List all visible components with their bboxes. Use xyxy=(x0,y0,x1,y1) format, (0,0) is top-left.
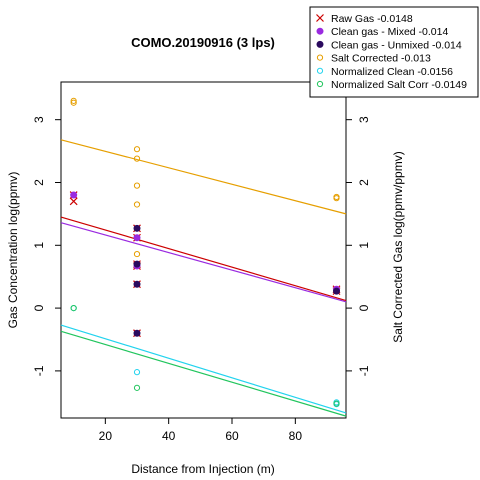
legend-label: Raw Gas -0.0148 xyxy=(331,13,413,25)
y-axis-right-label: Salt Corrected Gas log(ppmv/ppmv) xyxy=(391,151,405,342)
data-point-clean-gas-unmixed-0-014 xyxy=(133,224,141,232)
data-point-clean-gas-mixed-0-014 xyxy=(133,234,141,242)
data-point-salt-corrected-0-013 xyxy=(70,97,77,104)
legend-marker-clean-gas-mixed-0-014 xyxy=(316,27,324,35)
y-axis-left-label: Gas Concentration log(ppmv) xyxy=(6,172,20,329)
data-point-salt-corrected-0-013 xyxy=(70,99,77,106)
fit-line-normalized-clean-0-0156 xyxy=(60,324,347,414)
legend-marker-normalized-salt-corr-0-0149 xyxy=(316,80,324,88)
data-point-salt-corrected-0-013 xyxy=(133,155,141,162)
data-point-raw-gas-0-0148 xyxy=(69,197,78,206)
x-tick-label: 80 xyxy=(289,429,303,443)
y-left-tick-label: 2 xyxy=(32,179,46,186)
x-axis: 20 40 60 80 xyxy=(99,418,303,443)
legend-marker-clean-gas-unmixed-0-014 xyxy=(316,40,324,48)
legend-label: Salt Corrected -0.013 xyxy=(331,53,431,65)
legend-label: Clean gas - Unmixed -0.014 xyxy=(331,39,462,51)
data-points xyxy=(69,97,341,408)
y-right-tick-label: 2 xyxy=(357,179,371,186)
fit-line-clean-gas-mixed-0-014 xyxy=(60,222,347,303)
data-point-clean-gas-mixed-0-014 xyxy=(70,191,78,199)
y-left-tick-label: 0 xyxy=(32,304,46,311)
x-tick-label: 40 xyxy=(162,429,176,443)
data-point-salt-corrected-0-013 xyxy=(333,195,340,202)
legend-marker-normalized-clean-0-0156 xyxy=(316,67,324,74)
y-right-tick-label: 0 xyxy=(357,304,371,311)
y-left-tick-label: 3 xyxy=(32,116,46,123)
legend-marker-salt-corrected-0-013 xyxy=(316,54,324,61)
data-point-salt-corrected-0-013 xyxy=(133,250,141,258)
data-point-clean-gas-unmixed-0-014 xyxy=(133,260,141,268)
data-point-clean-gas-unmixed-0-014 xyxy=(133,329,141,337)
y-left-tick-label: -1 xyxy=(32,365,46,376)
fit-line-salt-corrected-0-013 xyxy=(60,139,347,215)
fit-line-normalized-salt-corr-0-0149 xyxy=(60,330,347,417)
data-point-clean-gas-unmixed-0-014 xyxy=(333,287,340,295)
legend-label: Normalized Salt Corr -0.0149 xyxy=(331,79,467,91)
fit-lines xyxy=(60,139,347,417)
y-right-tick-label: 3 xyxy=(357,116,371,123)
data-point-normalized-salt-corr-0-0149 xyxy=(70,304,77,312)
data-point-normalized-clean-0-0156 xyxy=(133,369,141,376)
data-point-clean-gas-unmixed-0-014 xyxy=(133,280,141,288)
y-axis-left: -1 0 1 2 3 xyxy=(32,116,61,376)
plot-frame xyxy=(60,81,347,419)
x-tick-label: 60 xyxy=(225,429,239,443)
y-left-tick-label: 1 xyxy=(32,242,46,249)
legend-box xyxy=(309,6,479,98)
data-point-salt-corrected-0-013 xyxy=(133,146,141,153)
data-point-normalized-salt-corr-0-0149 xyxy=(333,400,340,407)
y-right-tick-label: -1 xyxy=(357,365,371,376)
data-point-salt-corrected-0-013 xyxy=(133,201,141,208)
y-axis-right: -1 0 1 2 3 xyxy=(346,116,371,376)
data-point-salt-corrected-0-013 xyxy=(133,182,141,189)
y-right-tick-label: 1 xyxy=(357,242,371,249)
x-axis-label: Distance from Injection (m) xyxy=(131,462,274,476)
fit-line-raw-gas-0-0148 xyxy=(60,216,347,302)
legend-label: Clean gas - Mixed -0.014 xyxy=(331,26,448,38)
data-point-normalized-salt-corr-0-0149 xyxy=(133,384,141,391)
x-tick-label: 20 xyxy=(99,429,113,443)
legend-label: Normalized Clean -0.0156 xyxy=(331,66,453,78)
chart-title: COMO.20190916 (3 lps) xyxy=(131,35,275,50)
legend-marker-raw-gas-0-0148 xyxy=(316,14,324,22)
